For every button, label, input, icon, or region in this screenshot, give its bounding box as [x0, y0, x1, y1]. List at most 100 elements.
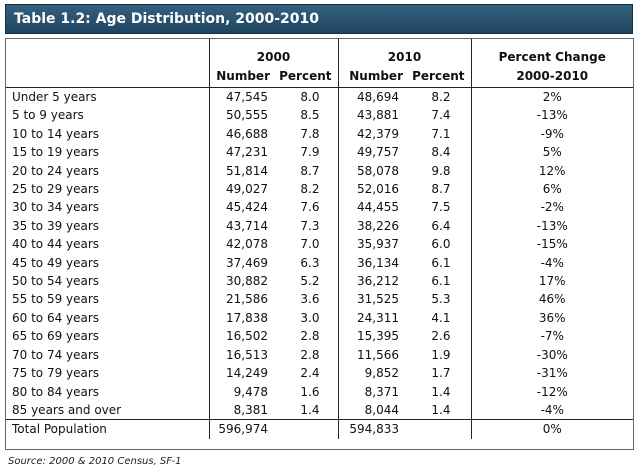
percent-2010-cell: 8.7	[431, 182, 451, 197]
number-2000-cell: 50,555	[208, 106, 276, 125]
percent-2010-cell: 7.1	[431, 126, 451, 141]
header-percent-change: Percent Change	[470, 39, 633, 67]
percent-2000-cell: 2.4	[300, 366, 320, 381]
percent-2000-cell: 8.2	[300, 182, 320, 197]
number-2010-cell: 48,694	[337, 87, 409, 107]
number-2000-cell: 8,381	[208, 400, 276, 420]
percent-2010-cell: 5.3	[431, 292, 451, 307]
number-2010-cell: 43,881	[337, 106, 409, 125]
age-group-label: 40 to 44 years	[12, 237, 100, 252]
total-percent-2010-cell	[409, 419, 471, 439]
age-group-label: 30 to 34 years	[12, 200, 100, 215]
percent-change-cell: 12%	[470, 161, 633, 181]
percent-2010-cell: 9.8	[431, 163, 451, 178]
number-2000-cell: 43,714	[208, 216, 276, 236]
percent-2000-cell: 1.4	[300, 402, 320, 417]
percent-2010-cell: 1.4	[431, 402, 451, 417]
percent-2000-cell: 3.0	[300, 310, 320, 325]
number-2000-cell: 14,249	[208, 364, 276, 383]
number-2000-cell: 30,882	[208, 272, 276, 291]
table-row: 70 to 74 years 16,513 2.8 11,566 1.9 -30%	[6, 345, 633, 365]
percent-2010-cell: 4.1	[431, 310, 451, 325]
header-number-2000: Number	[208, 67, 276, 88]
percent-2010-cell: 8.4	[431, 145, 451, 160]
percent-change-cell: -13%	[470, 106, 633, 125]
table-row: 40 to 44 years 42,078 7.0 35,937 6.0 -15%	[6, 235, 633, 254]
percent-change-cell: 2%	[470, 87, 633, 107]
table-row: 55 to 59 years 21,586 3.6 31,525 5.3 46%	[6, 290, 633, 309]
percent-change-cell: -30%	[470, 345, 633, 365]
number-2000-cell: 42,078	[208, 235, 276, 254]
percent-2000-cell: 7.9	[300, 145, 320, 160]
percent-change-cell: -7%	[470, 327, 633, 346]
percent-change-cell: -2%	[470, 198, 633, 217]
header-blank-2	[6, 67, 209, 88]
number-2010-cell: 36,212	[337, 272, 409, 291]
number-2010-cell: 58,078	[337, 161, 409, 181]
age-group-label: 70 to 74 years	[12, 347, 100, 362]
age-group-label: 45 to 49 years	[12, 255, 100, 270]
table-row: 45 to 49 years 37,469 6.3 36,134 6.1 -4%	[6, 253, 633, 273]
number-2010-cell: 24,311	[337, 308, 409, 328]
number-2000-cell: 49,027	[208, 180, 276, 199]
percent-change-cell: -4%	[470, 400, 633, 420]
number-2010-cell: 44,455	[337, 198, 409, 217]
age-group-label: 75 to 79 years	[12, 366, 100, 381]
table-row: 25 to 29 years 49,027 8.2 52,016 8.7 6%	[6, 180, 633, 199]
age-group-label: 10 to 14 years	[12, 126, 100, 141]
percent-2000-cell: 7.6	[300, 200, 320, 215]
header-change-period: 2000-2010	[470, 67, 633, 88]
percent-2000-cell: 6.3	[300, 255, 320, 270]
table-row: 85 years and over 8,381 1.4 8,044 1.4 -4%	[6, 400, 633, 420]
age-group-label: 35 to 39 years	[12, 218, 100, 233]
total-row: Total Population 596,974 594,833 0%	[6, 419, 633, 439]
table-row: 50 to 54 years 30,882 5.2 36,212 6.1 17%	[6, 272, 633, 291]
number-2010-cell: 9,852	[337, 364, 409, 383]
percent-change-cell: -13%	[470, 216, 633, 236]
total-2000-cell: 596,974	[208, 419, 276, 439]
age-group-label: 60 to 64 years	[12, 310, 100, 325]
table-row: Under 5 years 47,545 8.0 48,694 8.2 2%	[6, 87, 633, 107]
age-group-label: 80 to 84 years	[12, 384, 100, 399]
age-distribution-table: 2000 2010 Percent Change Number Percent …	[5, 38, 634, 450]
number-2010-cell: 42,379	[337, 124, 409, 144]
number-2010-cell: 15,395	[337, 327, 409, 346]
percent-2000-cell: 7.8	[300, 126, 320, 141]
header-blank	[6, 39, 209, 67]
source-note: Source: 2000 & 2010 Census, SF-1	[8, 456, 182, 467]
percent-change-cell: -31%	[470, 364, 633, 383]
percent-2000-cell: 5.2	[300, 274, 320, 289]
table-body: Under 5 years 47,545 8.0 48,694 8.2 2% 5 to 9 …	[6, 87, 633, 439]
number-2010-cell: 52,016	[337, 180, 409, 199]
percent-change-cell: -9%	[470, 124, 633, 144]
number-2010-cell: 36,134	[337, 253, 409, 273]
data-table: 2000 2010 Percent Change Number Percent …	[6, 39, 633, 439]
percent-2000-cell: 2.8	[300, 329, 320, 344]
percent-change-cell: 6%	[470, 180, 633, 199]
percent-2010-cell: 6.1	[431, 274, 451, 289]
number-2010-cell: 35,937	[337, 235, 409, 254]
percent-2010-cell: 1.7	[431, 366, 451, 381]
percent-change-cell: 46%	[470, 290, 633, 309]
percent-2010-cell: 6.0	[431, 237, 451, 252]
age-group-label: 20 to 24 years	[12, 163, 100, 178]
table-row: 35 to 39 years 43,714 7.3 38,226 6.4 -13%	[6, 216, 633, 236]
age-group-label: 5 to 9 years	[12, 108, 84, 123]
number-2000-cell: 17,838	[208, 308, 276, 328]
age-group-label: 15 to 19 years	[12, 145, 100, 160]
percent-2000-cell: 3.6	[300, 292, 320, 307]
percent-2000-cell: 7.3	[300, 218, 320, 233]
number-2000-cell: 16,513	[208, 345, 276, 365]
header-percent-2010: Percent	[409, 67, 471, 88]
percent-2000-cell: 8.5	[300, 108, 320, 123]
percent-2010-cell: 1.4	[431, 384, 451, 399]
total-2010-cell: 594,833	[337, 419, 409, 439]
percent-2000-cell: 8.7	[300, 163, 320, 178]
table-row: 10 to 14 years 46,688 7.8 42,379 7.1 -9%	[6, 124, 633, 144]
percent-2000-cell: 1.6	[300, 384, 320, 399]
percent-change-cell: 36%	[470, 308, 633, 328]
percent-2000-cell: 8.0	[300, 90, 320, 104]
percent-2010-cell: 7.5	[431, 200, 451, 215]
total-label: Total Population	[6, 419, 209, 439]
percent-2010-cell: 7.4	[431, 108, 451, 123]
